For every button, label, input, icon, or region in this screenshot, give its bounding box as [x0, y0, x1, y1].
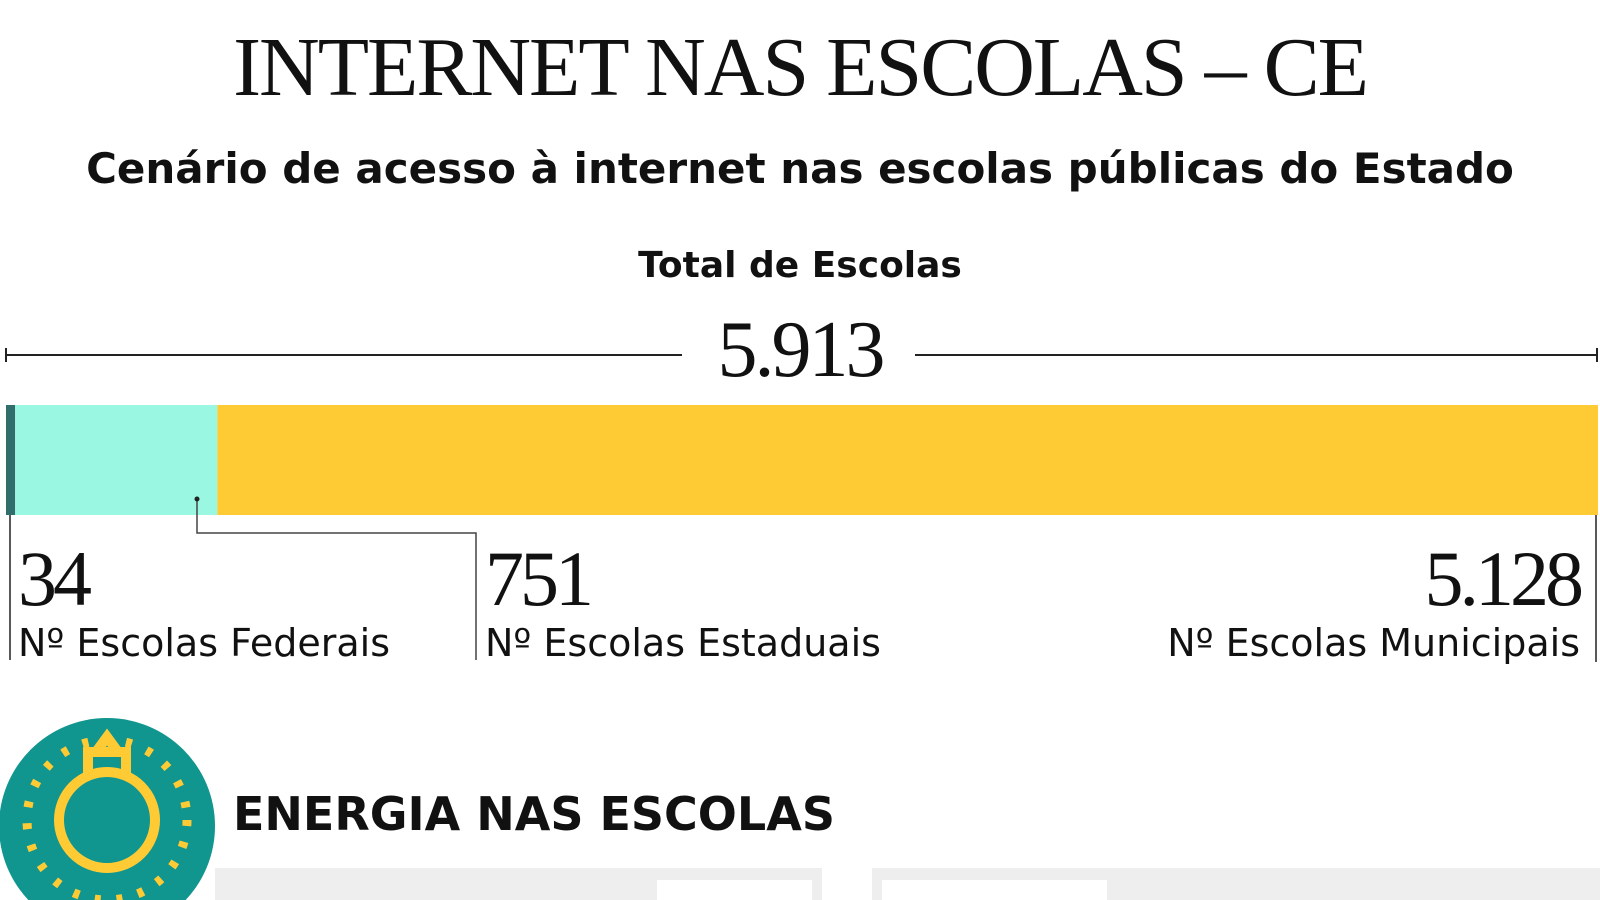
total-label: Total de Escolas: [638, 245, 962, 286]
legend-label: Nº Escolas Estaduais: [485, 621, 881, 665]
connector-dot: [194, 496, 200, 502]
bar-segment: [6, 405, 16, 515]
bar-segment: [15, 405, 218, 515]
bulb-icon: [22, 728, 192, 900]
total-value: 5.913: [718, 306, 883, 394]
title: INTERNET NAS ESCOLAS – CE: [233, 21, 1367, 114]
icon-circle: [0, 718, 215, 900]
bar: [6, 405, 1598, 515]
section-title: ENERGIA NAS ESCOLAS: [233, 787, 835, 841]
subtitle: Cenário de acesso à internet nas escolas…: [86, 144, 1514, 193]
legend-label: Nº Escolas Federais: [18, 621, 390, 665]
panel-gap: [822, 868, 872, 900]
value-label: 751: [485, 535, 590, 622]
connector: [196, 498, 477, 660]
value-label: 34: [18, 535, 91, 622]
value-label: 5.128: [1425, 535, 1583, 622]
bar-segment: [217, 405, 1598, 515]
panel-box: [882, 880, 1107, 900]
panel-box: [657, 880, 812, 900]
legend-label: Nº Escolas Municipais: [1167, 621, 1580, 665]
